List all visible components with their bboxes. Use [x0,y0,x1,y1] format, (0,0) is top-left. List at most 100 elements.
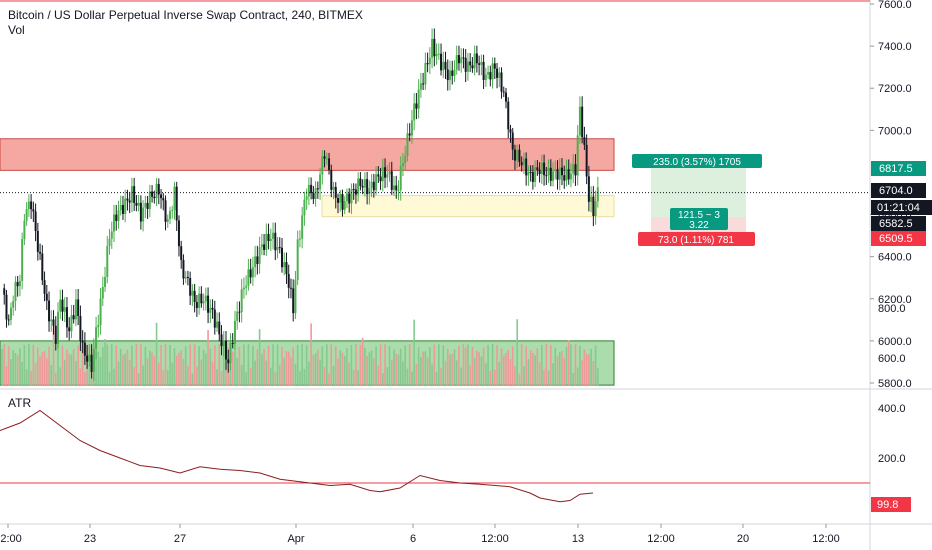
volume-bar [359,344,362,386]
volume-bar [274,372,277,386]
candle-body [97,325,100,328]
volume-bar [225,363,227,386]
candle-body [117,210,120,221]
volume-bar [160,344,162,386]
entry-zone[interactable] [321,195,615,218]
volume-bar [180,350,182,386]
time-axis[interactable]: 12:00 23 27 Apr 6 12:00 13 12:00 20 12:00 [0,524,840,545]
candle-body [240,289,243,313]
time-tick-label: 23 [84,533,96,545]
volume-bar [10,359,12,386]
volume-bar [343,355,346,386]
candle-body [487,72,490,75]
volume-bar [169,345,171,386]
candle-body [301,215,304,239]
volume-bar [399,348,402,386]
candle-body [368,187,371,195]
volume-bar [7,346,10,386]
volume-bar [173,348,176,386]
candle-body [90,354,93,372]
volume-bar [37,347,39,386]
candle-body [354,189,357,195]
volume-bar [509,359,512,386]
candle-body [274,232,277,251]
candle-body [213,309,216,328]
candle-body [466,61,469,72]
volume-bar [30,370,32,386]
volume-bar [328,373,330,386]
candle-body [292,288,295,314]
candle-body [7,319,10,321]
atr-value-label: 99.8 [871,497,911,512]
volume-bars [1,319,599,386]
candle-body [130,186,133,203]
candle-body [482,61,485,80]
volume-bar [25,369,28,386]
candle-body [164,200,167,222]
candle-body [325,158,328,160]
candle-body [516,149,519,161]
volume-bar [48,346,50,386]
candle-body [565,169,568,181]
volume-bar [502,355,505,386]
atr-line [0,409,594,503]
candle-body [3,288,6,295]
volume-bar [518,373,521,386]
volume-bar [547,370,550,386]
volume-bar [341,352,344,386]
candle-body [204,295,207,302]
volume-bar [574,344,577,386]
candle-body [57,311,59,344]
candle-body [307,184,310,197]
resistance-zone[interactable] [0,138,615,171]
candle-body [285,262,288,275]
volume-bar [61,345,64,386]
candle-body [72,315,75,320]
volume-bar [366,356,368,386]
volume-bar [323,366,326,386]
candle-body [384,167,387,178]
candle-body [473,53,476,69]
volume-bar [431,364,433,386]
position-ratio-text-2: 3.22 [689,220,709,231]
volume-bar [193,344,196,386]
candle-body [247,269,250,286]
volume-bar [326,344,328,386]
candle-body [350,188,353,204]
candle-body [133,186,136,203]
candle-body [77,299,80,316]
volume-bar [97,351,100,386]
candle-body [65,307,68,328]
candle-body [393,185,395,190]
candle-body [128,200,131,203]
candle-body [39,251,42,254]
volume-bar [487,344,489,386]
candle-body [446,69,449,81]
candle-body [50,319,53,322]
candle-body [592,196,595,216]
candle-body [162,198,165,201]
volume-bar [408,344,411,386]
volume-bar [496,345,498,386]
volume-bar [505,353,507,386]
candle-body [330,169,333,190]
volume-bar [500,348,503,386]
candle-body [339,194,342,203]
volume-bar [43,350,46,386]
candle-body [169,211,171,220]
candle-body [357,178,360,195]
svg-text:6582.5: 6582.5 [879,218,913,230]
volume-bar [435,371,438,386]
position-target-area[interactable] [651,161,746,217]
candle-body [314,188,317,200]
volume-bar [458,345,460,386]
volume-bar [108,371,111,386]
candle-body [305,196,308,200]
volume-bar [438,344,440,386]
volume-bar [236,357,238,386]
volume-bar [395,353,398,386]
candle-body [408,133,411,136]
candle-body [83,342,86,356]
candle-body [106,246,109,277]
